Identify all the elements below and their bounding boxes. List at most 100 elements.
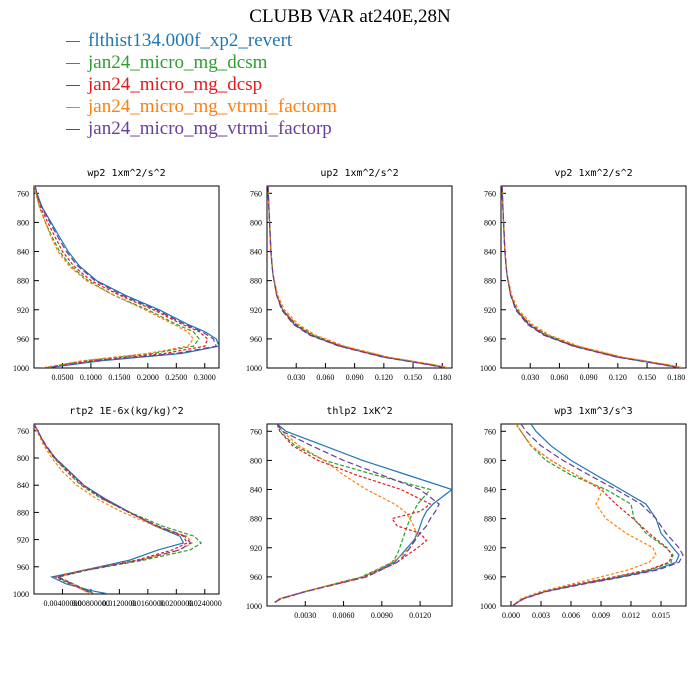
x-tick-label: 0.012 [622,611,640,620]
series-line [267,186,451,368]
plot-frame [33,423,220,595]
x-tick-label: 0.015 [652,611,670,620]
x-tick-label: 0.030 [521,373,539,382]
y-tick-label: 840 [250,486,262,495]
y-tick-label: 840 [250,248,262,257]
y-tick-label: 880 [484,277,496,286]
y-tick-label: 920 [250,306,262,315]
y-tick-label: 880 [17,277,29,286]
x-tick-label: 0.150 [404,373,422,382]
series-line [34,186,218,368]
y-tick-label: 800 [484,218,496,227]
legend-label: jan24_micro_mg_dcsm [88,52,268,73]
series-line [34,186,209,368]
series-line [501,186,682,368]
series-line [274,424,440,603]
subplot: up2 1xm^2/s^2 760 800 840 880 920 960 1000 0.030… [246,168,453,382]
series-line [34,424,188,594]
y-tick-label: 760 [17,427,29,436]
y-tick-label: 1000 [480,364,496,373]
y-tick-label: 920 [484,544,496,553]
y-tick-label: 960 [250,573,262,582]
x-tick-label: 0.090 [580,373,598,382]
y-tick-label: 960 [17,335,29,344]
plot-frame [33,185,220,369]
x-tick-label: 0.0500 [51,373,73,382]
x-tick-label: 0.120 [375,373,393,382]
x-tick-label: 0.120 [609,373,627,382]
y-tick-label: 880 [250,515,262,524]
legend-label: jan24_micro_mg_vtrmi_factorm [88,96,338,117]
y-tick-label: 800 [250,456,262,465]
x-tick-label: 0.060 [316,373,334,382]
series-line [511,424,680,606]
y-tick-label: 1000 [246,602,262,611]
y-tick-label: 960 [250,335,262,344]
y-tick-label: 800 [17,454,29,463]
series-line [34,186,200,368]
series-line [511,424,684,606]
x-tick-label: 0.006 [562,611,580,620]
series-line [34,186,219,368]
subplot-title: vp2 1xm^2/s^2 [554,168,632,179]
x-tick-label: 0.0160000 [131,599,165,608]
subplot-title: wp2 1xm^2/s^2 [87,168,165,179]
series-line [34,186,195,368]
x-tick-label: 0.000 [502,611,520,620]
subplot-title: rtp2 1E-6x(kg/kg)^2 [69,406,183,417]
y-tick-label: 920 [17,536,29,545]
legend-item: jan24_micro_mg_vtrmi_factorm [66,96,337,118]
x-tick-label: 0.3000 [194,373,216,382]
series-line [267,186,450,368]
series-line [34,424,192,594]
plot-frame [266,185,453,369]
y-tick-label: 760 [484,427,496,436]
legend-item: jan24_micro_mg_dcsm [66,52,337,74]
x-tick-label: 0.00400000 [43,599,81,608]
y-tick-label: 760 [250,427,262,436]
y-tick-label: 880 [17,508,29,517]
y-tick-label: 840 [484,486,496,495]
series-line [267,186,448,368]
subplot: wp3 1xm^3/s^3 760 800 840 880 920 960 1000 0.000… [480,406,687,620]
legend-item: jan24_micro_mg_dcsp [66,74,337,96]
x-tick-label: 0.009 [592,611,610,620]
series-line [274,424,432,603]
legend-swatch [66,84,80,86]
subplot: thlp2 1xK^2 760 800 840 880 920 960 1000 0.0030 0… [246,406,453,620]
y-tick-label: 920 [17,306,29,315]
subplot-title: wp3 1xm^3/s^3 [554,406,632,417]
x-tick-label: 0.180 [667,373,685,382]
y-tick-label: 760 [17,189,29,198]
x-tick-label: 0.030 [287,373,305,382]
x-tick-label: 0.0120 [409,611,431,620]
subplot-title: thlp2 1xK^2 [326,406,392,417]
subplot-title: up2 1xm^2/s^2 [320,168,398,179]
y-tick-label: 880 [484,515,496,524]
series-line [501,186,681,368]
y-tick-label: 920 [250,544,262,553]
subplot: rtp2 1E-6x(kg/kg)^2 760 800 840 880 920 960 100… [13,406,222,608]
x-tick-label: 0.0090 [371,611,393,620]
series-line [501,186,683,368]
y-tick-label: 1000 [480,602,496,611]
x-tick-label: 0.150 [638,373,656,382]
legend-item: jan24_micro_mg_vtrmi_factorp [66,118,337,140]
legend-item: flthist134.000f_xp2_revert [66,30,337,52]
y-tick-label: 960 [484,573,496,582]
y-tick-label: 920 [484,306,496,315]
y-tick-label: 1000 [13,590,29,599]
plot-frame [500,423,687,607]
y-tick-label: 880 [250,277,262,286]
series-line [511,424,657,606]
legend-swatch [66,62,80,64]
series-line [274,424,432,603]
series-line [34,424,193,594]
legend-swatch [66,40,80,42]
x-tick-label: 0.1500 [108,373,130,382]
subplot: vp2 1xm^2/s^2 760 800 840 880 920 960 1000 0.030… [480,168,687,382]
legend-swatch [66,106,80,108]
y-tick-label: 800 [250,218,262,227]
plot-frame [266,423,453,607]
